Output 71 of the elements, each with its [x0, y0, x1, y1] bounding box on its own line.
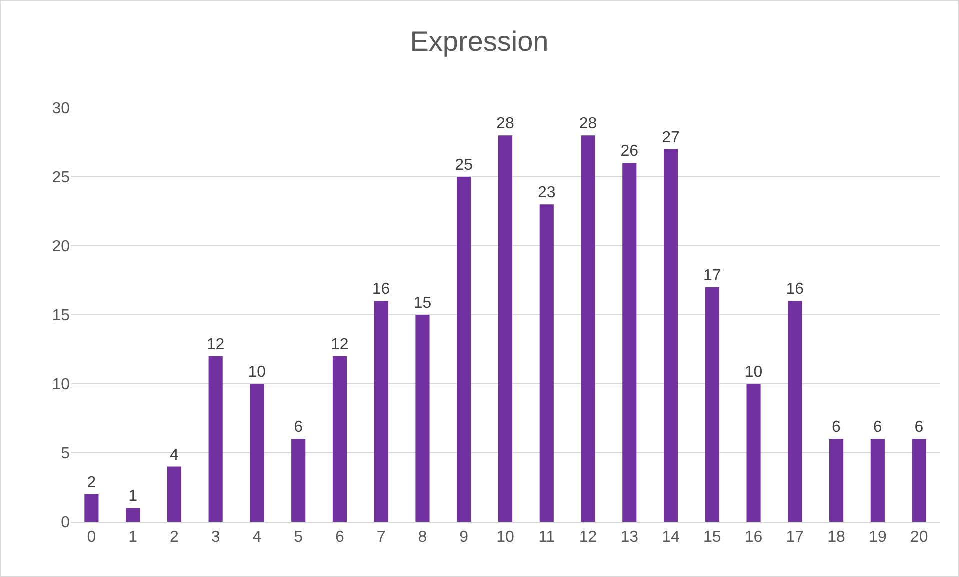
- bar: [498, 136, 513, 522]
- bar: [208, 356, 223, 522]
- y-tick-label: 30: [52, 100, 70, 118]
- bar: [374, 301, 388, 522]
- data-label: 12: [331, 336, 349, 354]
- x-tick-label: 12: [579, 529, 598, 546]
- data-label: 6: [832, 419, 842, 436]
- bar: [416, 315, 430, 522]
- data-label: 26: [620, 143, 639, 160]
- x-tick-label: 10: [496, 529, 514, 546]
- bar: [746, 384, 761, 522]
- data-label: 2: [87, 474, 96, 492]
- x-tick-label: 19: [869, 529, 887, 546]
- data-label: 23: [538, 184, 556, 202]
- bar: [457, 177, 472, 522]
- x-tick-label: 0: [87, 529, 96, 546]
- x-tick-label: 9: [460, 529, 469, 546]
- data-label: 16: [786, 281, 804, 298]
- x-tick-label: 11: [538, 529, 556, 546]
- x-tick-label: 4: [252, 529, 262, 546]
- data-label: 25: [455, 157, 474, 174]
- bar: [126, 508, 140, 522]
- data-label: 12: [206, 336, 225, 354]
- x-tick-label: 1: [128, 529, 138, 546]
- x-tick-label: 7: [376, 529, 386, 546]
- x-tick-label: 20: [910, 529, 928, 546]
- bar: [540, 204, 554, 522]
- data-label: 16: [372, 281, 390, 298]
- data-label: 10: [248, 364, 266, 381]
- y-tick-label: 0: [61, 514, 70, 532]
- y-tick-label: 15: [52, 308, 70, 325]
- data-label: 1: [128, 488, 138, 506]
- x-tick-label: 8: [418, 529, 428, 546]
- data-label: 28: [496, 116, 514, 133]
- y-tick-label: 20: [52, 238, 70, 256]
- bar: [622, 163, 637, 522]
- bar: [705, 287, 720, 522]
- bar: [912, 439, 926, 522]
- bar: [167, 466, 182, 522]
- x-tick-label: 15: [704, 529, 722, 546]
- data-label: 10: [744, 364, 763, 381]
- bar: [332, 356, 348, 522]
- bar: [581, 136, 596, 522]
- y-tick-label: 5: [61, 446, 70, 463]
- x-tick-label: 16: [744, 529, 763, 546]
- data-label: 28: [579, 116, 598, 133]
- x-tick-label: 18: [828, 529, 846, 546]
- chart-title: Expression: [410, 26, 549, 58]
- data-label: 6: [294, 419, 304, 436]
- bar: [250, 384, 264, 522]
- y-tick-label: 10: [52, 376, 70, 394]
- data-label: 4: [170, 446, 179, 464]
- x-tick-label: 5: [294, 529, 304, 546]
- x-tick-label: 17: [786, 529, 804, 546]
- x-tick-label: 6: [336, 529, 345, 546]
- data-label: 27: [662, 129, 680, 146]
- x-tick-label: 14: [662, 529, 680, 546]
- x-tick-label: 2: [170, 529, 179, 546]
- x-tick-label: 13: [620, 529, 639, 546]
- bar: [292, 439, 306, 522]
- bar: [664, 149, 678, 522]
- bar: [830, 439, 844, 522]
- x-tick-label: 3: [211, 529, 220, 546]
- bar: [788, 301, 802, 522]
- bar: [870, 439, 885, 522]
- data-label: 17: [703, 267, 722, 284]
- data-label: 6: [873, 419, 882, 436]
- y-tick-label: 25: [52, 170, 70, 187]
- bar: [84, 494, 99, 522]
- data-label: 15: [414, 295, 432, 312]
- data-label: 6: [914, 419, 924, 436]
